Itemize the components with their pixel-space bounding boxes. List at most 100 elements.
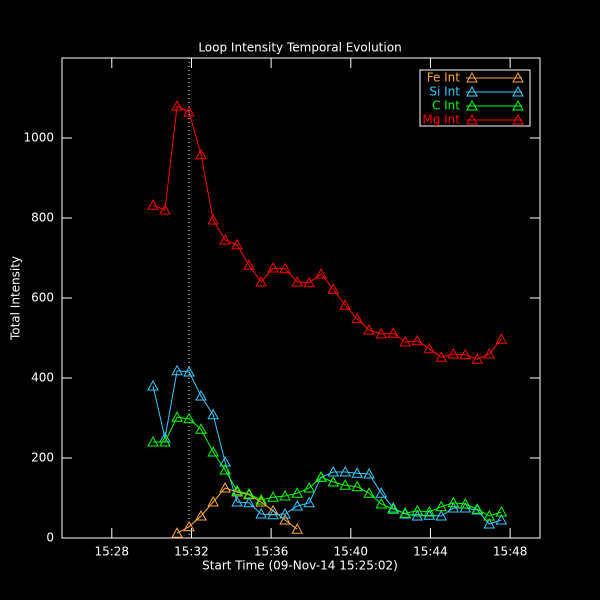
legend-label: Fe Int — [427, 71, 461, 85]
data-point — [243, 259, 255, 270]
data-point — [459, 497, 472, 509]
legend-marker — [466, 99, 478, 111]
data-point — [495, 513, 508, 525]
data-point — [231, 495, 243, 507]
legend-label: Si Int — [429, 85, 460, 99]
data-point — [291, 275, 304, 287]
data-point — [279, 489, 291, 501]
data-point — [435, 509, 448, 521]
data-point — [483, 509, 496, 521]
data-point — [195, 423, 207, 434]
data-point — [339, 465, 352, 477]
data-point — [243, 487, 255, 499]
data-point — [195, 148, 207, 160]
data-point — [147, 435, 159, 447]
plot-frame — [61, 57, 541, 539]
data-point — [219, 463, 231, 475]
data-point — [147, 199, 159, 210]
data-point — [411, 334, 424, 346]
data-point — [303, 481, 316, 493]
y-tick-label: 600 — [31, 291, 54, 305]
data-point — [315, 267, 327, 279]
legend-marker — [466, 113, 478, 125]
data-point — [339, 479, 352, 490]
data-point — [279, 507, 291, 519]
data-point — [435, 500, 448, 512]
data-point — [159, 203, 171, 215]
x-tick-label: 15:44 — [413, 545, 448, 559]
data-point — [327, 475, 340, 487]
data-point — [279, 262, 291, 274]
legend-label: C Int — [432, 99, 460, 113]
data-point — [291, 499, 304, 511]
x-tick-label: 15:36 — [254, 545, 289, 559]
data-point — [483, 347, 496, 359]
data-point — [219, 233, 231, 245]
data-point — [303, 496, 316, 508]
data-point — [447, 347, 460, 359]
data-point — [483, 517, 496, 529]
legend-marker — [466, 71, 478, 83]
data-point — [387, 503, 400, 514]
x-tick-label: 15:48 — [493, 545, 528, 559]
data-point — [423, 509, 436, 520]
data-point — [147, 379, 159, 391]
data-point — [363, 467, 375, 479]
data-point — [255, 495, 268, 507]
data-point — [435, 351, 448, 362]
data-point — [471, 503, 484, 514]
y-tick-label: 800 — [31, 211, 54, 225]
data-point — [195, 389, 207, 401]
data-point — [267, 491, 279, 502]
legend-box — [419, 69, 531, 127]
data-point — [495, 333, 508, 344]
data-point — [471, 353, 484, 364]
data-point — [219, 481, 231, 493]
data-point — [459, 348, 472, 360]
data-point — [159, 435, 171, 447]
data-point — [303, 276, 316, 288]
data-point — [267, 261, 279, 273]
data-point — [423, 342, 436, 354]
x-tick-label: 15:28 — [94, 545, 129, 559]
data-point — [387, 327, 400, 338]
data-point — [183, 520, 195, 532]
data-point — [207, 213, 220, 225]
data-point — [243, 496, 255, 508]
data-point — [291, 523, 304, 534]
data-point — [339, 299, 352, 310]
data-point — [447, 501, 460, 513]
legend-label: Mg Int — [422, 113, 460, 127]
data-point — [171, 364, 183, 376]
data-point — [351, 467, 364, 478]
data-point — [255, 493, 268, 505]
data-point — [171, 99, 183, 111]
data-point — [291, 487, 304, 498]
data-point — [255, 507, 268, 519]
data-point — [231, 484, 243, 496]
data-point — [423, 505, 436, 517]
data-point — [399, 507, 412, 518]
series-line — [152, 105, 502, 360]
data-point — [279, 513, 291, 525]
data-point — [363, 323, 375, 335]
data-point — [207, 445, 220, 457]
data-point — [171, 527, 183, 538]
data-point — [171, 411, 183, 422]
data-point — [399, 335, 412, 347]
x-tick-label: 15:32 — [174, 545, 209, 559]
data-point — [375, 487, 388, 498]
data-point — [267, 508, 279, 520]
data-point — [255, 275, 268, 287]
x-tick-label: 15:40 — [333, 545, 368, 559]
data-point — [183, 365, 195, 377]
data-point — [411, 504, 424, 516]
y-tick-label: 1000 — [23, 131, 54, 145]
chart-title: Loop Intensity Temporal Evolution — [198, 41, 401, 55]
data-point — [207, 495, 220, 507]
data-point — [207, 408, 220, 420]
y-axis-label: Total Intensity — [9, 256, 23, 341]
x-axis-label: Start Time (09-Nov-14 15:25:02) — [202, 559, 398, 573]
legend-marker — [512, 71, 524, 83]
